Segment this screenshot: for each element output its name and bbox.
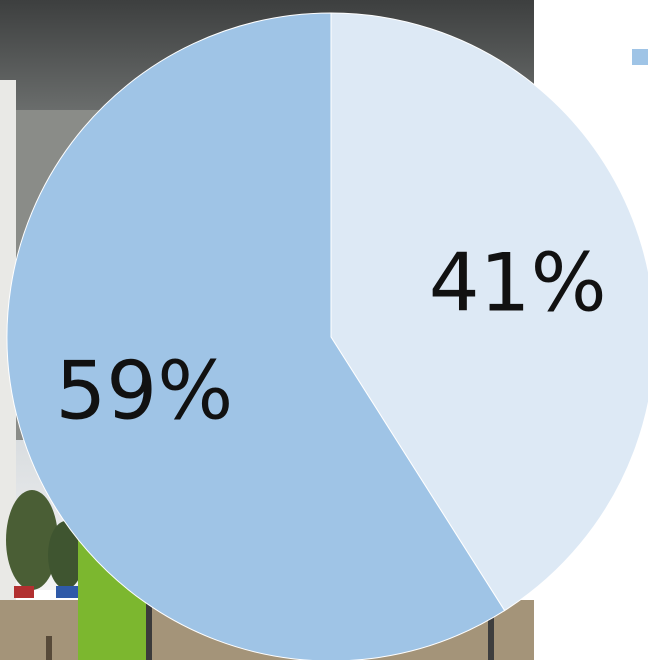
- backdrop-tree: [6, 490, 58, 590]
- pie-data-label: 59%: [55, 345, 233, 438]
- backdrop-tree: [48, 521, 84, 589]
- backdrop-post: [146, 590, 152, 660]
- backdrop-post: [488, 612, 494, 660]
- pie-slice: [6, 12, 506, 660]
- pie-slices: [6, 12, 648, 660]
- pie-data-labels: 41% 59%: [55, 236, 606, 437]
- legend-swatch: [632, 49, 648, 65]
- backdrop-car: [14, 586, 34, 598]
- pie-data-label: 41%: [429, 236, 607, 329]
- backdrop-post: [46, 636, 52, 660]
- backdrop-car: [56, 586, 78, 598]
